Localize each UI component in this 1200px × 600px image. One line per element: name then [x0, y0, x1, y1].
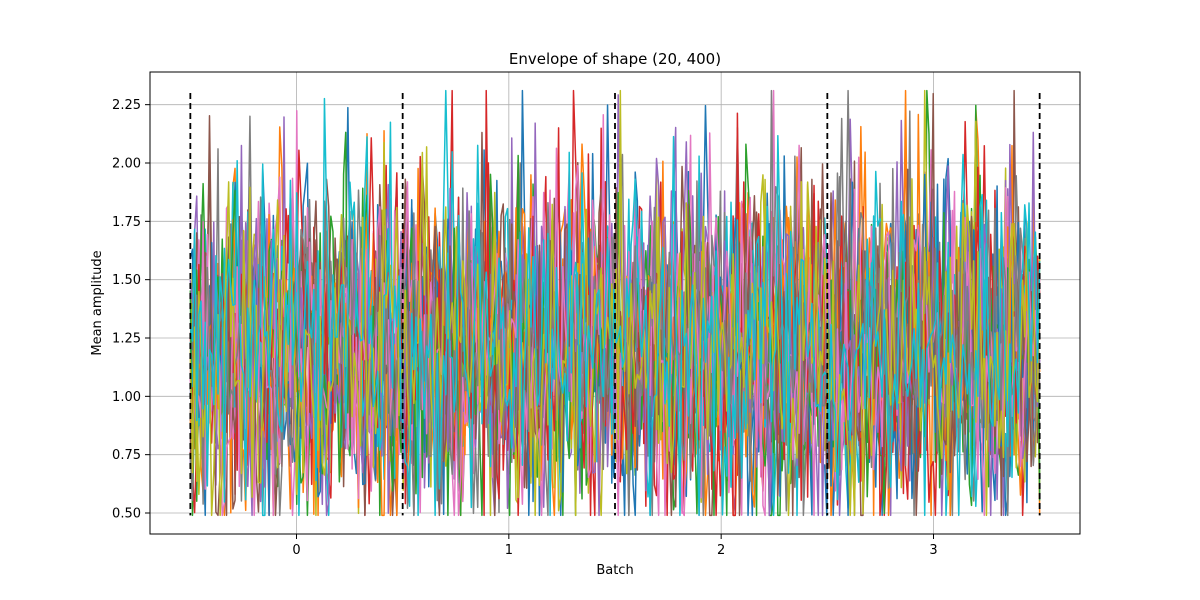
y-tick-label: 1.75: [112, 215, 141, 230]
y-tick-label: 1.25: [112, 332, 141, 347]
plot-frame: [149, 71, 1081, 535]
y-axis-label: Mean amplitude: [90, 250, 105, 355]
y-tick-label: 0.75: [112, 448, 141, 463]
y-tick-label: 0.50: [112, 507, 141, 522]
x-axis-label: Batch: [596, 563, 633, 578]
x-tick-label: 0: [292, 543, 300, 558]
x-tick-label: 1: [505, 543, 513, 558]
y-tick-label: 1.50: [112, 273, 141, 288]
x-tick-label: 2: [717, 543, 725, 558]
y-tick-label: 2.25: [112, 98, 141, 113]
chart-title: Envelope of shape (20, 400): [509, 50, 721, 68]
y-tick-label: 2.00: [112, 157, 141, 172]
x-tick-label: 3: [929, 543, 937, 558]
y-tick-label: 1.00: [112, 390, 141, 405]
